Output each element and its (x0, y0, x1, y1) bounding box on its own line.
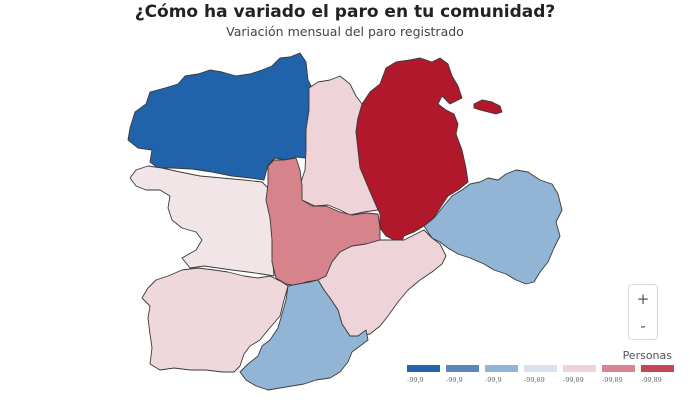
legend-item: -99,9 (485, 365, 518, 384)
region-avila[interactable] (239, 279, 369, 391)
legend-item: -99,89 (641, 365, 674, 384)
legend-label: -99,9 (485, 376, 502, 384)
legend-label: -99,89 (602, 376, 623, 384)
legend-swatch (641, 365, 674, 372)
legend-label: -99,9 (446, 376, 463, 384)
legend-item: -99,89 (524, 365, 557, 384)
legend-title: Personas (622, 349, 672, 362)
legend-swatch (446, 365, 479, 372)
legend-swatch (563, 365, 596, 372)
legend-item: -99,89 (563, 365, 596, 384)
legend: -99,9 -99,9 -99,9 -99,89 -99,89 -99,89 -… (407, 365, 674, 384)
zoom-in-button[interactable]: + (636, 289, 650, 308)
legend-label: -99,89 (563, 376, 584, 384)
region-zamora[interactable] (129, 165, 275, 277)
legend-swatch (602, 365, 635, 372)
legend-label: -99,89 (524, 376, 545, 384)
legend-swatch (524, 365, 557, 372)
legend-swatch (485, 365, 518, 372)
zoom-out-button[interactable]: - (640, 316, 646, 335)
legend-label: -99,9 (407, 376, 424, 384)
region-burgos[interactable] (355, 57, 469, 247)
region-soria[interactable] (423, 169, 563, 285)
region-burgos-enclave[interactable] (473, 99, 503, 115)
map-zoom-control: + - (628, 284, 658, 340)
region-salamanca[interactable] (141, 267, 289, 373)
map-subtitle: Variación mensual del paro registrado (226, 24, 464, 39)
legend-item: -99,9 (407, 365, 440, 384)
map-title: ¿Cómo ha variado el paro en tu comunidad… (134, 2, 556, 22)
legend-label: -99,89 (641, 376, 662, 384)
legend-item: -99,89 (602, 365, 635, 384)
legend-item: -99,9 (446, 365, 479, 384)
legend-swatch (407, 365, 440, 372)
